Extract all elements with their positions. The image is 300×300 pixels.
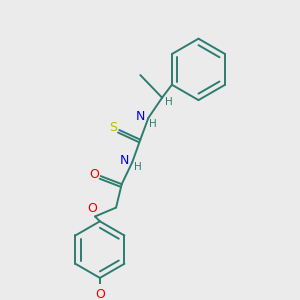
Text: H: H — [134, 162, 142, 172]
Text: O: O — [88, 202, 98, 215]
Text: O: O — [95, 288, 105, 300]
Text: H: H — [149, 118, 157, 128]
Text: N: N — [136, 110, 145, 123]
Text: O: O — [89, 168, 99, 181]
Text: N: N — [119, 154, 129, 167]
Text: H: H — [165, 97, 172, 107]
Text: S: S — [109, 121, 117, 134]
